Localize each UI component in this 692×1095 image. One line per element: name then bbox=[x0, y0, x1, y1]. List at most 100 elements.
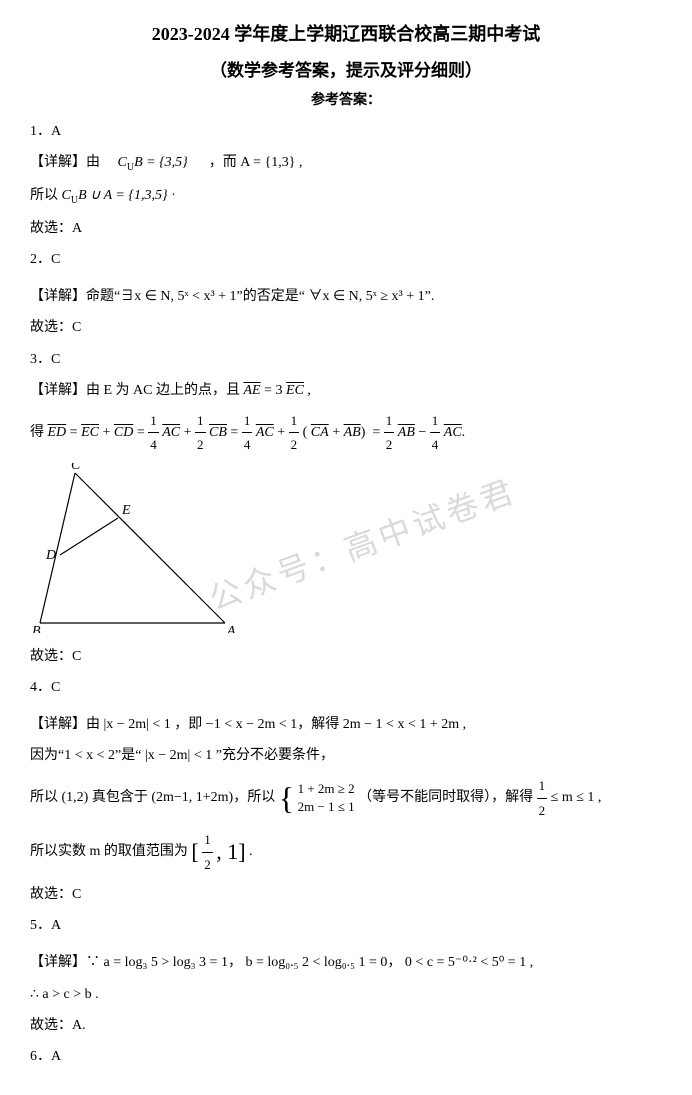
q3-f2d: 2 bbox=[195, 433, 206, 456]
q5-pick: 故选：A. bbox=[30, 1013, 662, 1038]
q2-number: 2．C bbox=[30, 247, 662, 272]
q1-expr1-sub: U bbox=[127, 162, 134, 173]
q3-vec-ec-top: EC bbox=[286, 383, 304, 398]
q3-frac4: 12 bbox=[289, 409, 300, 457]
q3-eq2: = bbox=[137, 425, 148, 440]
page-title-ref: 参考答案： bbox=[30, 89, 662, 109]
q1-and: ，而 A = {1,3} , bbox=[209, 155, 303, 170]
q4-range-d: 2 bbox=[202, 853, 213, 876]
q4-frac-half: 12 bbox=[537, 774, 548, 822]
q4-half-d: 2 bbox=[537, 799, 548, 822]
q3-frac3: 14 bbox=[242, 409, 253, 457]
q3-vec-ed: ED bbox=[48, 425, 67, 440]
q1-expr1-rest: B = {3,5} bbox=[134, 155, 188, 170]
q3-f1n3: 1 bbox=[430, 409, 441, 433]
q4-range-line: 所以实数 m 的取值范围为 [ 12 , 1] . bbox=[30, 828, 662, 876]
q3-f2n3: 1 bbox=[384, 409, 395, 433]
q3-f2d2: 2 bbox=[289, 433, 300, 456]
q6-number: 6．A bbox=[30, 1044, 662, 1069]
q3-minus: − bbox=[418, 425, 429, 440]
q3-f2d3: 2 bbox=[384, 433, 395, 456]
q2-detail: 【详解】命题“∃x ∈ N, 5ˣ < x³ + 1”的否定是“ ∀x ∈ N,… bbox=[30, 284, 662, 309]
q3-vec-ab2: AB bbox=[398, 425, 415, 440]
svg-text:A: A bbox=[226, 624, 236, 633]
q3-plus3: + bbox=[277, 425, 288, 440]
q4-range-frac: 12 bbox=[202, 828, 213, 876]
q4-le: ≤ m ≤ 1 , bbox=[551, 791, 602, 806]
q5-therefore: ∴ a > c > b . bbox=[30, 982, 662, 1007]
q4-abs2: |x − 2m| < 1 bbox=[145, 748, 212, 763]
svg-text:C: C bbox=[71, 463, 81, 473]
q4-detail-pre: 【详解】由 bbox=[30, 717, 100, 732]
q3-vec-ac1: AC bbox=[162, 425, 180, 440]
q4-sys-line1: 1 + 2m ≥ 2 bbox=[298, 780, 355, 798]
q3-plus1: + bbox=[102, 425, 113, 440]
q1-expr1-c: C bbox=[118, 155, 127, 170]
q1-so: 所以 bbox=[30, 188, 58, 203]
q3-frac2: 12 bbox=[195, 409, 206, 457]
q4-range-n: 1 bbox=[202, 828, 213, 852]
q3-frac6: 14 bbox=[430, 409, 441, 457]
q3-get: 得 bbox=[30, 425, 48, 440]
q4-half-n: 1 bbox=[537, 774, 548, 798]
q4-because-line: 因为“1 < x < 2”是“ |x − 2m| < 1 ”充分不必要条件， bbox=[30, 743, 662, 768]
q4-ie: ，即 −1 < x − 2m < 1，解得 2m − 1 < x < 1 + 2… bbox=[174, 717, 466, 732]
q4-suff: ”充分不必要条件， bbox=[216, 748, 334, 763]
q4-range-open: [ bbox=[191, 839, 198, 864]
q3-vec-ae: AE bbox=[244, 383, 261, 398]
q4-abs1: |x − 2m| < 1 bbox=[104, 717, 171, 732]
q4-so2-pre: 所以实数 m 的取值范围为 bbox=[30, 844, 188, 859]
q3-eq3: = bbox=[230, 425, 241, 440]
q1-expr2-c: C bbox=[62, 188, 71, 203]
q3-vec-ac3: AC bbox=[444, 425, 462, 440]
q3-pick: 故选：C bbox=[30, 644, 662, 669]
q4-sys-line2: 2m − 1 ≤ 1 bbox=[298, 798, 355, 816]
q1-dot: · bbox=[171, 188, 176, 203]
q1-pick: 故选：A bbox=[30, 216, 662, 241]
q3-triangle-diagram: B A C D E bbox=[30, 463, 662, 638]
q3-detail-pre: 【详解】由 E 为 AC 边上的点，且 bbox=[30, 383, 244, 398]
q3-number: 3．C bbox=[30, 347, 662, 372]
svg-text:B: B bbox=[32, 624, 41, 633]
svg-text:E: E bbox=[121, 503, 131, 518]
page-title-sub: （数学参考答案，提示及评分细则） bbox=[30, 56, 662, 81]
q3-ae-eq: = 3 bbox=[264, 383, 282, 398]
q3-f2n: 1 bbox=[195, 409, 206, 433]
q4-so-line: 所以 (1,2) 真包含于 (2m−1, 1+2m)，所以 { 1 + 2m ≥… bbox=[30, 774, 662, 822]
q3-f1d2: 4 bbox=[242, 433, 253, 456]
q5-detail: 【详解】∵ a = log₃ 5 > log₃ 3 = 1， b = log₀.… bbox=[30, 950, 662, 975]
q3-vec-ac2: AC bbox=[256, 425, 274, 440]
q3-f1n2: 1 bbox=[242, 409, 253, 433]
q3-eq1: = bbox=[70, 425, 81, 440]
q3-vec-ca: CA bbox=[311, 425, 329, 440]
q3-vec-cb: CB bbox=[209, 425, 227, 440]
q1-so-line: 所以 CUB ∪ A = {1,3,5} · bbox=[30, 183, 662, 210]
q4-sys-lines: 1 + 2m ≥ 2 2m − 1 ≤ 1 bbox=[298, 780, 355, 816]
page-title-main: 2023-2024 学年度上学期辽西联合校高三期中考试 bbox=[30, 20, 662, 46]
q5-number: 5．A bbox=[30, 913, 662, 938]
q3-f1d: 4 bbox=[148, 433, 159, 456]
q3-triangle-svg: B A C D E bbox=[30, 463, 240, 633]
q3-f1d3: 4 bbox=[430, 433, 441, 456]
q3-plus4: + bbox=[332, 425, 343, 440]
q3-f1n: 1 bbox=[148, 409, 159, 433]
q4-system: { 1 + 2m ≥ 2 2m − 1 ≤ 1 bbox=[279, 780, 355, 816]
q3-vec-ab1: AB bbox=[344, 425, 361, 440]
q4-so: 所以 (1,2) 真包含于 (2m−1, 1+2m)，所以 bbox=[30, 791, 275, 806]
q3-vec-cd: CD bbox=[114, 425, 133, 440]
q2-pick: 故选：C bbox=[30, 315, 662, 340]
q4-period: . bbox=[249, 844, 253, 859]
q4-detail-1: 【详解】由 |x − 2m| < 1 ，即 −1 < x − 2m < 1，解得… bbox=[30, 712, 662, 737]
q3-derivation: 得 ED = EC + CD = 14 AC + 12 CB = 14 AC +… bbox=[30, 409, 662, 457]
svg-text:D: D bbox=[45, 548, 56, 563]
q1-detail-label: 【详解】由 bbox=[30, 155, 100, 170]
q1-expr2-sub: U bbox=[71, 195, 78, 206]
q3-detail-line1: 【详解】由 E 为 AC 边上的点，且 AE = 3 EC , bbox=[30, 378, 662, 403]
q1-expr2: CUB ∪ A = {1,3,5} bbox=[62, 188, 172, 203]
q4-range-close: , 1] bbox=[216, 839, 245, 864]
q1-expr2-rest: B ∪ A = {1,3,5} bbox=[78, 188, 168, 203]
q3-frac5: 12 bbox=[384, 409, 395, 457]
q4-note: （等号不能同时取得），解得 bbox=[358, 791, 533, 806]
q3-vec-ec: EC bbox=[81, 425, 99, 440]
q4-because: 因为“1 < x < 2”是“ bbox=[30, 748, 141, 763]
